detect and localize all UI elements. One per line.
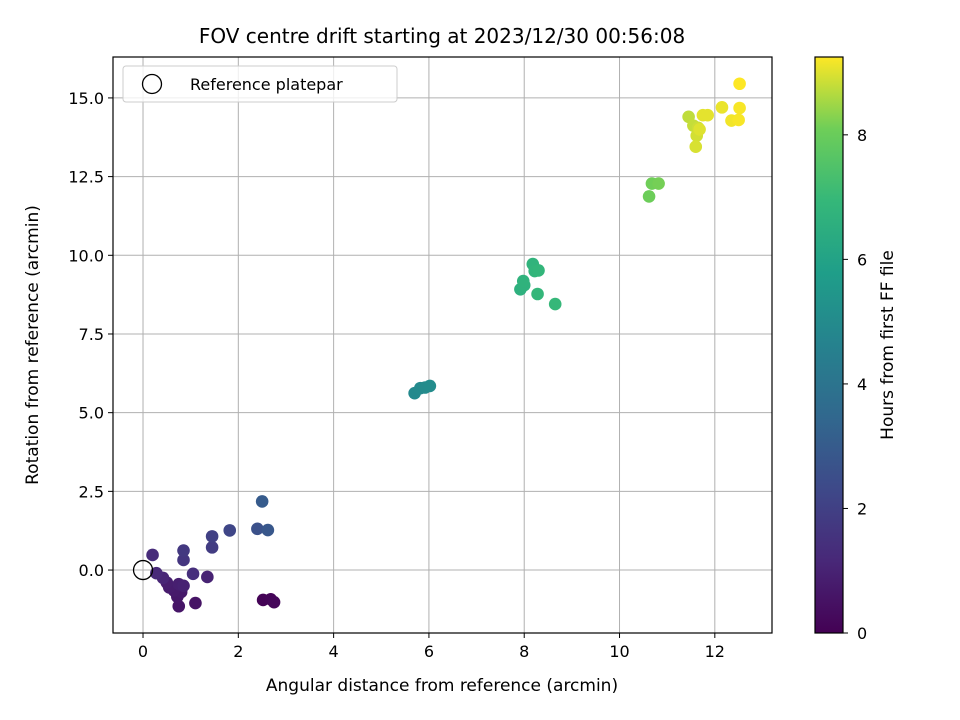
data-point [715, 101, 729, 114]
data-point [267, 595, 281, 609]
data-point [531, 287, 544, 301]
data-point [693, 123, 706, 136]
data-point [186, 567, 200, 581]
plot-frame [112, 56, 773, 634]
y-tick-label: 10.0 [68, 246, 104, 265]
plot-background [113, 57, 772, 633]
colorbar-frame [814, 56, 844, 634]
data-point [205, 530, 219, 543]
data-point [701, 108, 714, 122]
colorbar-tick-label: 0 [857, 624, 867, 643]
data-point [733, 101, 746, 115]
x-axis-label: Angular distance from reference (arcmin) [266, 676, 618, 696]
data-point [172, 599, 186, 613]
data-point [205, 541, 219, 554]
x-tick-label: 10 [609, 642, 629, 661]
data-point [177, 553, 190, 567]
x-tick-label: 6 [424, 642, 434, 661]
x-tick-label: 0 [138, 642, 148, 661]
data-point [177, 544, 190, 557]
y-axis-label: Rotation from reference (arcmin) [23, 205, 43, 485]
data-point [689, 140, 703, 154]
colorbar-ticks: 0 2 4 6 8 [843, 126, 867, 643]
data-point [251, 522, 264, 536]
data-points [132, 77, 746, 613]
data-point [189, 596, 202, 610]
data-point [642, 190, 656, 203]
y-tick-label: 2.5 [79, 482, 104, 501]
data-point [733, 77, 746, 91]
colorbar-tick-label: 2 [857, 499, 867, 518]
colorbar: 0 2 4 6 8 Hours from first FF file [814, 56, 898, 643]
data-point [423, 379, 437, 393]
data-point [532, 264, 545, 277]
data-point [516, 274, 530, 288]
colorbar-label: Hours from first FF file [878, 250, 898, 440]
data-point [261, 523, 275, 537]
axis-ticks: 0 2 4 6 8 10 12 0.0 2.5 5.0 7.5 10.0 12.5 15.0 [68, 89, 725, 661]
y-tick-label: 0.0 [79, 561, 104, 580]
chart-title: FOV centre drift starting at 2023/12/30 … [199, 24, 685, 48]
legend-label-reference: Reference platepar [190, 75, 343, 94]
data-point [652, 177, 665, 190]
data-point [732, 113, 745, 127]
colorbar-tick-label: 6 [857, 250, 867, 269]
y-tick-label: 12.5 [68, 168, 104, 187]
data-point [255, 495, 269, 508]
grid-lines [113, 57, 772, 633]
legend-box [122, 65, 398, 103]
x-tick-label: 2 [233, 642, 243, 661]
colorbar-gradient [815, 57, 843, 633]
data-point [150, 566, 163, 580]
data-point [223, 524, 237, 537]
data-point [201, 570, 214, 584]
x-tick-label: 4 [329, 642, 339, 661]
data-point [548, 297, 562, 311]
y-tick-label: 5.0 [79, 404, 104, 423]
colorbar-tick-label: 8 [857, 126, 867, 145]
legend: Reference platepar [122, 65, 398, 103]
y-tick-label: 15.0 [68, 89, 104, 108]
x-tick-label: 8 [519, 642, 529, 661]
data-point [146, 548, 159, 562]
y-tick-label: 7.5 [79, 325, 104, 344]
legend-marker-reference [141, 73, 163, 95]
x-tick-label: 12 [705, 642, 725, 661]
reference-platepar-marker [132, 559, 154, 581]
data-point [177, 579, 190, 593]
colorbar-tick-label: 4 [857, 375, 867, 394]
